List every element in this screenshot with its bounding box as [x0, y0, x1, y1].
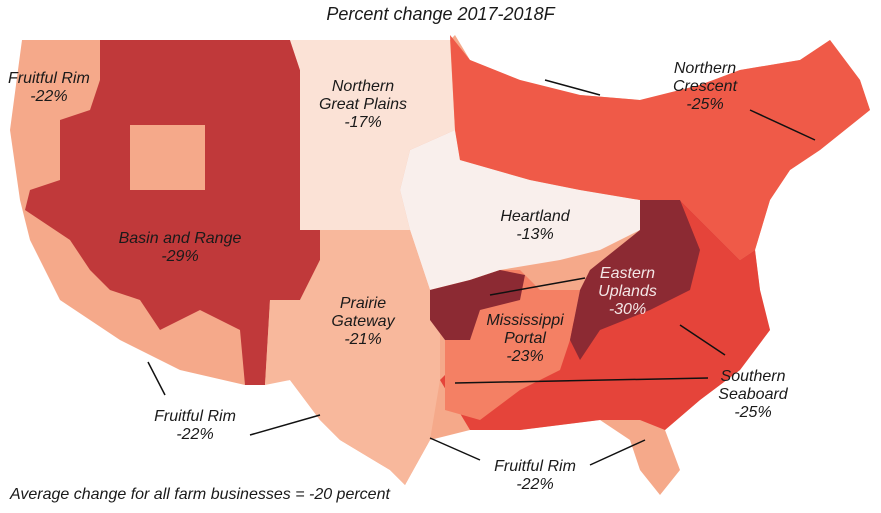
map-title: Percent change 2017-2018F: [326, 4, 555, 24]
label-eastern-uplands: Eastern Uplands -30%: [598, 265, 657, 318]
region-fruitful-rim-idaho: [130, 125, 205, 190]
leader-northern-crescent-mi: [544, 79, 601, 96]
leader-northern-crescent-ne: [749, 109, 816, 141]
label-basin-and-range: Basin and Range -29%: [118, 230, 242, 265]
label-fruitful-rim-nw: Fruitful Rim -22%: [8, 70, 90, 105]
leader-fruitful-rim-gulf: [429, 437, 481, 461]
label-fruitful-rim-sw: Fruitful Rim -22%: [154, 408, 236, 443]
region-prairie-gateway[interactable]: [265, 230, 440, 485]
region-northern-great-plains[interactable]: [290, 40, 455, 230]
region-northern-crescent[interactable]: [450, 35, 870, 260]
label-southern-seaboard: Southern Seaboard -25%: [718, 368, 788, 421]
footnote: Average change for all farm businesses =…: [10, 486, 390, 503]
region-eastern-uplands[interactable]: [570, 200, 700, 360]
leader-fruitful-rim-tx: [249, 414, 321, 436]
leader-fruitful-rim-fl: [589, 439, 646, 466]
leader-southern-seaboard-2: [454, 377, 709, 384]
leader-fruitful-rim-sw: [147, 361, 166, 396]
region-heartland[interactable]: [400, 130, 640, 290]
label-northern-crescent: Northern Crescent -25%: [672, 60, 738, 113]
region-eastern-uplands-ozarks[interactable]: [430, 270, 525, 340]
label-prairie-gateway: Prairie Gateway -21%: [331, 295, 395, 348]
label-heartland: Heartland -13%: [500, 208, 570, 243]
label-northern-great-plains: Northern Great Plains -17%: [318, 78, 408, 131]
leader-eastern-uplands: [489, 277, 586, 296]
leader-southern-seaboard: [679, 324, 726, 356]
region-basin-and-range[interactable]: [25, 40, 320, 385]
label-fruitful-rim-se: Fruitful Rim -22%: [494, 458, 576, 493]
leader-lines: [147, 79, 816, 466]
label-mississippi-portal: Mississippi Portal -23%: [486, 312, 564, 365]
